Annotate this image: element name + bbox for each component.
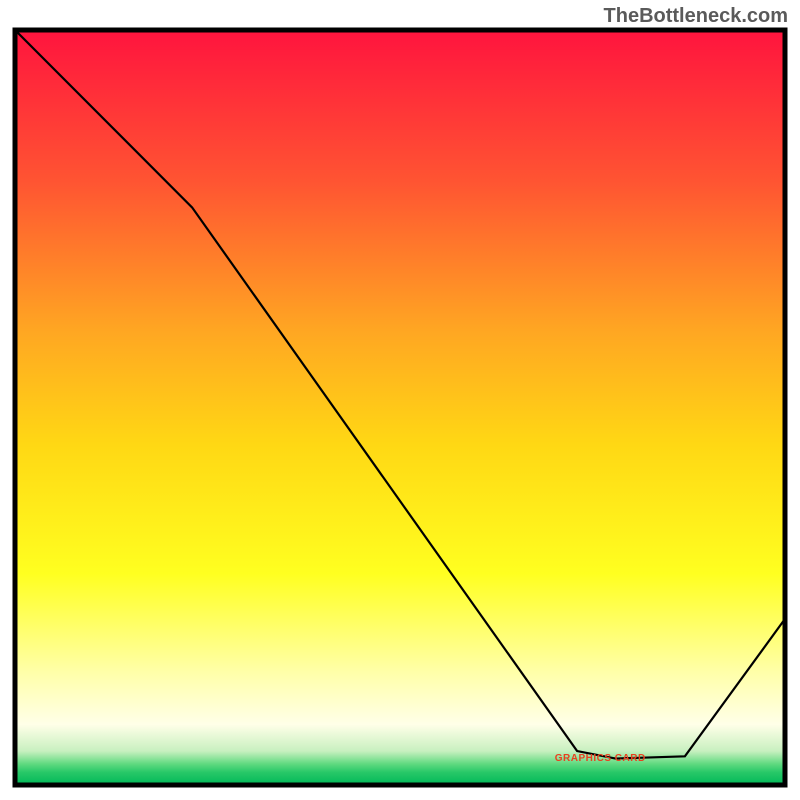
chart-svg: GRAPHICS CARD TheBottleneck.com — [0, 0, 800, 800]
plot-background — [15, 30, 785, 785]
bottleneck-chart: GRAPHICS CARD TheBottleneck.com — [0, 0, 800, 800]
graphics-card-marker: GRAPHICS CARD — [555, 753, 646, 764]
attribution-text: TheBottleneck.com — [604, 5, 788, 27]
